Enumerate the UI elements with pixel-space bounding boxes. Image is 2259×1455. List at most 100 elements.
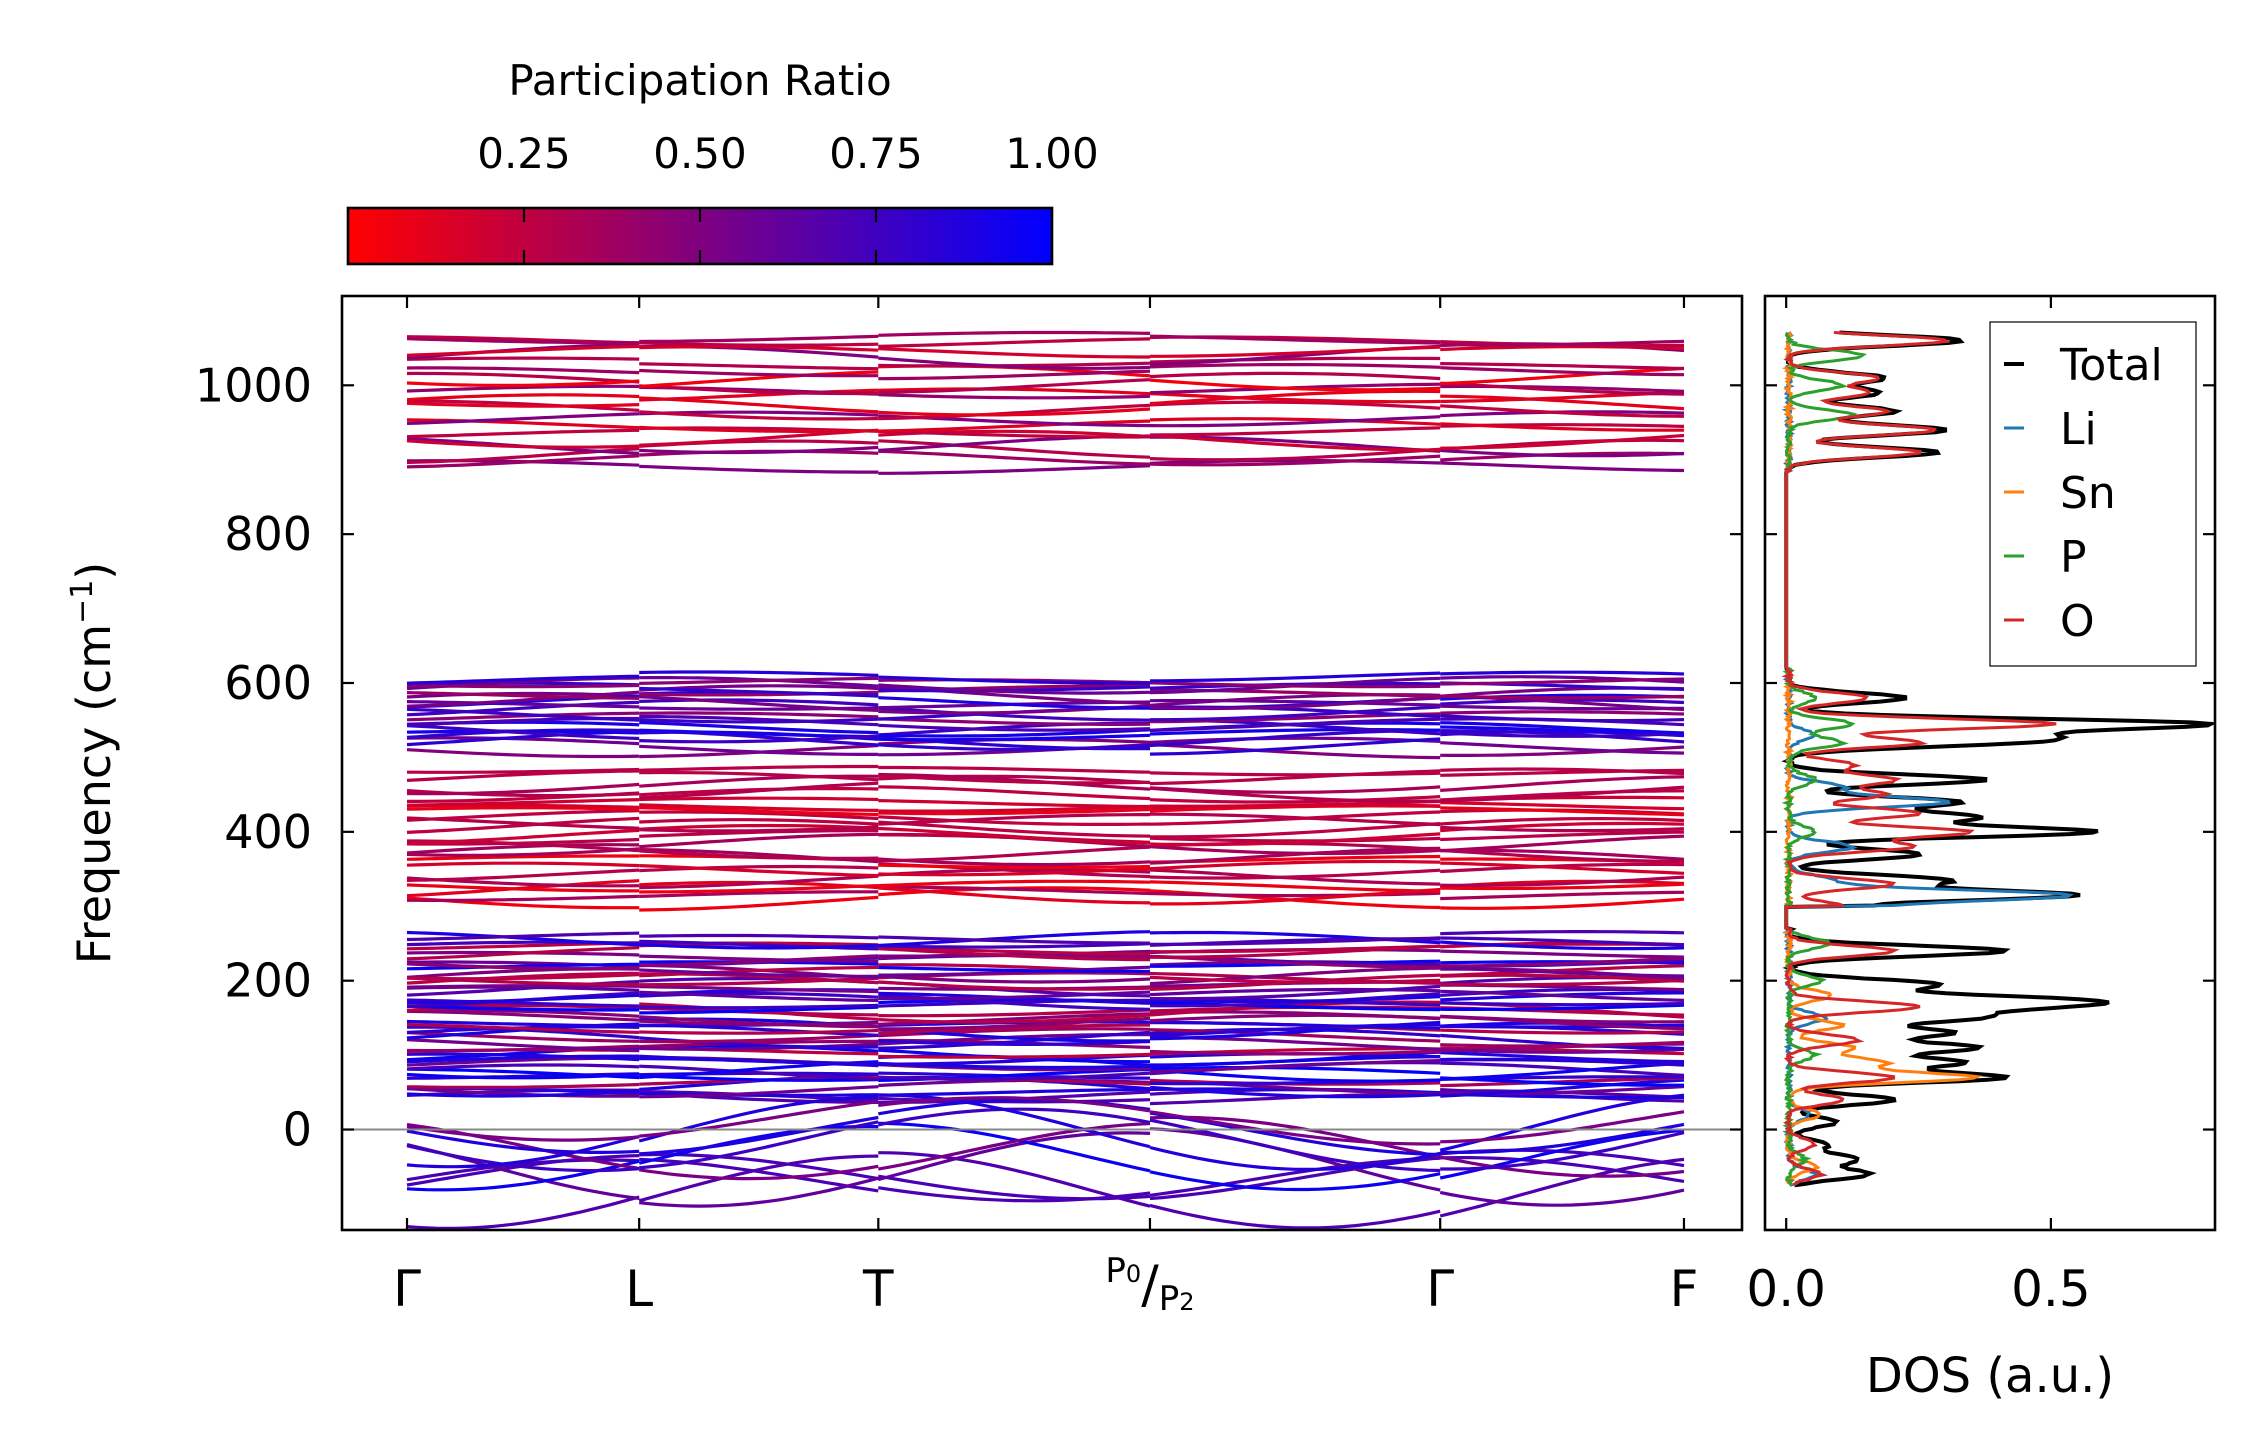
kpoint-label-F: F: [1670, 1260, 1699, 1318]
band-line: [639, 810, 879, 821]
band-line: [1149, 1028, 1441, 1043]
band-line: [406, 428, 640, 439]
band-line: [1149, 1068, 1441, 1083]
band-line: [1440, 1028, 1685, 1035]
band-line: [639, 1100, 879, 1138]
band-line: [1149, 736, 1441, 744]
band-line: [878, 330, 1151, 337]
band-line: [638, 1124, 879, 1165]
y-tick-label-800: 800: [224, 507, 312, 561]
band-line: [878, 337, 1151, 348]
band-line: [406, 973, 640, 981]
band-line: [878, 974, 1151, 984]
band-line: [406, 1144, 640, 1173]
band-line: [639, 1054, 879, 1065]
band-line: [1149, 1085, 1441, 1099]
band-line: [406, 724, 640, 741]
band-line: [639, 806, 879, 817]
band-line: [1440, 741, 1685, 755]
band-line: [878, 815, 1151, 827]
band-line: [1149, 859, 1441, 871]
band-line: [1440, 897, 1685, 910]
band-line: [406, 1082, 640, 1090]
band-line: [406, 384, 640, 393]
band-axes-frame: [340, 294, 1744, 1232]
band-line: [406, 674, 640, 685]
band-line: [406, 393, 640, 402]
band-line: [1440, 714, 1685, 723]
dos-curve-o: [1781, 331, 2057, 1187]
band-line: [406, 1063, 640, 1071]
band-line: [406, 962, 640, 971]
band-line: [1440, 1078, 1685, 1098]
band-line: [639, 1006, 879, 1017]
band-line: [1150, 887, 1441, 906]
band-line: [1440, 1061, 1685, 1081]
band-line: [1440, 848, 1685, 864]
band-line: [639, 734, 879, 744]
band-line: [1149, 1059, 1441, 1074]
band-line: [1439, 1188, 1685, 1207]
band-line: [1440, 806, 1685, 817]
band-line: [406, 748, 640, 759]
band-line: [1440, 830, 1685, 842]
band-line: [1440, 964, 1685, 978]
band-line: [1149, 975, 1441, 984]
band-line: [878, 378, 1151, 394]
band-line: [878, 805, 1151, 813]
band-line: [1149, 695, 1441, 711]
band-line: [878, 772, 1151, 791]
band-line: [1440, 862, 1685, 874]
band-line: [639, 825, 879, 833]
band-line: [406, 1038, 640, 1052]
band-line: [1149, 454, 1441, 467]
band-line: [878, 728, 1151, 738]
band-line: [639, 334, 879, 344]
band-line: [406, 1124, 640, 1142]
band-line: [406, 1158, 640, 1182]
band-line: [639, 445, 879, 455]
band-line: [878, 696, 1151, 710]
band-line: [1440, 882, 1685, 891]
band-line: [1440, 1014, 1685, 1024]
band-line: [406, 700, 640, 709]
band-line: [878, 1016, 1151, 1031]
band-line: [406, 861, 640, 868]
band-line: [639, 744, 879, 757]
band-line: [1440, 729, 1685, 744]
band-line: [878, 799, 1150, 809]
band-line: [878, 886, 1151, 905]
band-line: [878, 387, 1151, 396]
band-line: [878, 885, 1151, 896]
band-line: [1149, 743, 1441, 760]
band-line: [639, 796, 879, 802]
band-line: [406, 806, 640, 811]
colorbar: Participation Ratio 0.25 0.50 0.75 1.00: [346, 56, 1099, 266]
band-line: [639, 1091, 879, 1098]
band-line: [406, 828, 640, 845]
band-line: [878, 863, 1151, 870]
band-line: [1440, 721, 1685, 735]
band-line: [639, 1003, 879, 1010]
band-line: [1149, 363, 1441, 369]
band-line: [878, 393, 1151, 400]
band-line: [1440, 949, 1685, 959]
legend-label-sn: Sn: [2060, 468, 2116, 519]
band-line: [406, 439, 640, 449]
band-line: [1440, 929, 1685, 936]
band-line: [877, 1107, 1151, 1127]
band-line: [639, 711, 879, 719]
band-line: [1150, 1050, 1441, 1067]
band-line: [878, 1030, 1151, 1050]
band-line: [878, 1121, 1151, 1171]
band-line: [639, 803, 879, 812]
band-line: [878, 845, 1151, 863]
band-line: [1440, 1051, 1685, 1064]
band-line: [1440, 1001, 1685, 1007]
band-structure-panel: 0 200 400 600 800 1000 Frequency (cm−1) …: [65, 294, 1744, 1319]
band-line: [1440, 785, 1685, 803]
band-line: [878, 942, 1151, 949]
band-line: [639, 770, 879, 782]
band-line: [406, 854, 640, 861]
band-line: [1149, 1145, 1441, 1172]
